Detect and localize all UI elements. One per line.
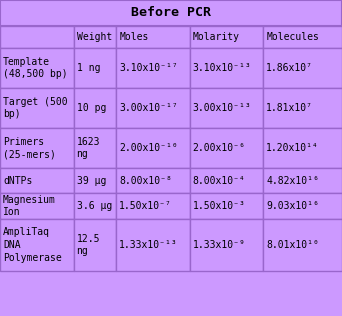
Bar: [74, 168, 116, 193]
Text: 8.01x10¹⁰: 8.01x10¹⁰: [266, 240, 319, 250]
Bar: [263, 26, 342, 48]
Bar: [263, 48, 342, 88]
Text: 10 pg: 10 pg: [77, 103, 106, 113]
Text: DNA: DNA: [3, 240, 21, 250]
Text: 12.5: 12.5: [77, 234, 100, 244]
Text: 2.00x10⁻¹⁰: 2.00x10⁻¹⁰: [119, 143, 178, 153]
Text: 1.33x10⁻⁹: 1.33x10⁻⁹: [193, 240, 246, 250]
Text: ng: ng: [77, 149, 88, 159]
Bar: [74, 219, 116, 271]
Text: 39 μg: 39 μg: [77, 175, 106, 185]
Bar: [190, 193, 263, 219]
Text: Primers: Primers: [3, 137, 44, 147]
Text: Moles: Moles: [119, 32, 149, 42]
Text: 8.00x10⁻⁸: 8.00x10⁻⁸: [119, 175, 172, 185]
Bar: [0, 48, 74, 88]
Bar: [116, 48, 190, 88]
Text: 3.00x10⁻¹³: 3.00x10⁻¹³: [193, 103, 252, 113]
Text: 1623: 1623: [77, 137, 100, 147]
Bar: [116, 128, 190, 168]
Bar: [263, 219, 342, 271]
Bar: [74, 128, 116, 168]
Bar: [190, 26, 263, 48]
Text: 1.33x10⁻¹³: 1.33x10⁻¹³: [119, 240, 178, 250]
Bar: [74, 48, 116, 88]
Text: (25-mers): (25-mers): [3, 149, 56, 159]
Bar: [263, 193, 342, 219]
Bar: [116, 88, 190, 128]
Bar: [116, 168, 190, 193]
Bar: [190, 219, 263, 271]
Bar: [263, 88, 342, 128]
Bar: [0, 168, 74, 193]
Text: Polymerase: Polymerase: [3, 252, 62, 263]
Text: 4.82x10¹⁶: 4.82x10¹⁶: [266, 175, 319, 185]
Text: 1.20x10¹⁴: 1.20x10¹⁴: [266, 143, 319, 153]
Bar: [116, 193, 190, 219]
Text: 3.10x10⁻¹⁷: 3.10x10⁻¹⁷: [119, 63, 178, 73]
Text: 3.10x10⁻¹³: 3.10x10⁻¹³: [193, 63, 252, 73]
Text: Molarity: Molarity: [193, 32, 240, 42]
Text: 9.03x10¹⁶: 9.03x10¹⁶: [266, 201, 319, 211]
Text: 8.00x10⁻⁴: 8.00x10⁻⁴: [193, 175, 246, 185]
Text: 3.00x10⁻¹⁷: 3.00x10⁻¹⁷: [119, 103, 178, 113]
Bar: [0, 128, 74, 168]
Bar: [116, 219, 190, 271]
Bar: [0, 0, 342, 26]
Text: Weight: Weight: [77, 32, 112, 42]
Text: Template: Template: [3, 57, 50, 67]
Bar: [116, 26, 190, 48]
Text: Molecules: Molecules: [266, 32, 319, 42]
Bar: [190, 168, 263, 193]
Text: 2.00x10⁻⁶: 2.00x10⁻⁶: [193, 143, 246, 153]
Text: Magnesium: Magnesium: [3, 195, 56, 205]
Text: 1 ng: 1 ng: [77, 63, 100, 73]
Text: 3.6 μg: 3.6 μg: [77, 201, 112, 211]
Text: dNTPs: dNTPs: [3, 175, 32, 185]
Text: 1.50x10⁻⁷: 1.50x10⁻⁷: [119, 201, 172, 211]
Text: bp): bp): [3, 109, 21, 119]
Bar: [263, 168, 342, 193]
Text: Ion: Ion: [3, 207, 21, 217]
Text: ng: ng: [77, 246, 88, 256]
Text: Before PCR: Before PCR: [131, 7, 211, 20]
Bar: [0, 219, 74, 271]
Bar: [74, 193, 116, 219]
Bar: [74, 26, 116, 48]
Bar: [0, 26, 74, 48]
Text: 1.50x10⁻³: 1.50x10⁻³: [193, 201, 246, 211]
Bar: [190, 128, 263, 168]
Text: (48,500 bp): (48,500 bp): [3, 69, 68, 79]
Bar: [0, 88, 74, 128]
Bar: [74, 88, 116, 128]
Text: AmpliTaq: AmpliTaq: [3, 227, 50, 237]
Bar: [190, 48, 263, 88]
Bar: [0, 193, 74, 219]
Bar: [190, 88, 263, 128]
Bar: [263, 128, 342, 168]
Text: Target (500: Target (500: [3, 97, 68, 107]
Text: 1.86x10⁷: 1.86x10⁷: [266, 63, 313, 73]
Text: 1.81x10⁷: 1.81x10⁷: [266, 103, 313, 113]
